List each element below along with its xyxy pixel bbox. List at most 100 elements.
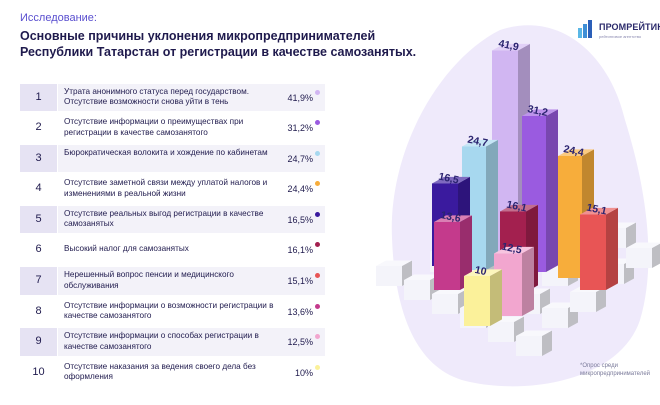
logo-name: ПРОМРЕЙТИНГ bbox=[599, 22, 660, 32]
table-row: 2 Отсутствие информации о преимуществах п… bbox=[20, 113, 325, 144]
floor-cube-face bbox=[626, 222, 636, 248]
color-dot bbox=[315, 89, 320, 95]
row-cell: Отсутствие реальных выгод регистрации в … bbox=[58, 205, 325, 234]
color-dot bbox=[315, 334, 320, 340]
color-dot bbox=[315, 303, 320, 309]
floor-cube-face bbox=[376, 266, 402, 286]
reason-label: Отсутствие наказания за ведения своего д… bbox=[64, 361, 256, 382]
reason-percent: 41,9% bbox=[287, 92, 313, 103]
bar-value-label: 15,1 bbox=[585, 202, 608, 218]
floor-cube-face bbox=[542, 330, 552, 356]
bar-value-label: 16,5 bbox=[437, 171, 460, 187]
bar-7-face bbox=[606, 207, 618, 290]
floor-cube-face bbox=[652, 243, 660, 268]
floor-cube-face bbox=[404, 280, 430, 300]
bar-2-face bbox=[522, 109, 558, 116]
floor-cube-face bbox=[432, 294, 458, 314]
color-dot bbox=[315, 242, 320, 248]
row-cell: Отсутствие заметной связи между уплатой … bbox=[58, 175, 325, 203]
bar-chart-3d: 41,9 31,2 24,4 24,7 16,5 15,1 16,1 13,6 12,5 10 bbox=[376, 25, 660, 387]
floor-cube-face bbox=[596, 286, 606, 312]
reason-percent: 13,6% bbox=[287, 306, 313, 317]
page-title: Основные причины уклонения микропредприн… bbox=[20, 29, 417, 59]
bar-5-face bbox=[432, 176, 470, 184]
reason-percent: 31,2% bbox=[287, 123, 313, 134]
bar-value-label: 41,9 bbox=[497, 38, 520, 54]
table-row: 7 Нерешенный вопрос пенсии и медицинского… bbox=[20, 266, 325, 297]
bar-8 bbox=[434, 215, 472, 290]
logo-icon bbox=[578, 20, 592, 38]
color-dot bbox=[315, 150, 320, 156]
row-cell: Бюрократическая волокита и хождение по к… bbox=[58, 144, 325, 173]
bar-4-face bbox=[558, 156, 582, 278]
bar-value-label: 31,2 bbox=[526, 103, 549, 119]
table-row: 1 Утрата анонимного статуса перед государ… bbox=[20, 82, 325, 113]
floor-cube bbox=[432, 288, 468, 314]
table-row: 3 Бюрократическая волокита и хождение по … bbox=[20, 143, 325, 174]
row-number: 10 bbox=[20, 358, 57, 387]
bar-value-label: 13,6 bbox=[439, 209, 462, 225]
reason-label: Нерешенный вопрос пенсии и медицинского … bbox=[64, 270, 234, 290]
row-number: 7 bbox=[20, 267, 57, 295]
floor-cube-face bbox=[488, 322, 514, 342]
bar-3-face bbox=[462, 139, 498, 147]
bar-value-label: 12,5 bbox=[500, 241, 523, 257]
reason-percent: 15,1% bbox=[287, 276, 313, 287]
bar-7 bbox=[580, 207, 618, 290]
bar-9-face bbox=[494, 246, 534, 254]
row-cell: Отсутствие информации о возможности реги… bbox=[58, 297, 325, 326]
bar-value-label: 10 bbox=[474, 264, 488, 278]
color-dot bbox=[315, 181, 320, 187]
bar-8-face bbox=[434, 215, 472, 222]
bar-6-face bbox=[500, 204, 538, 212]
color-dot bbox=[315, 273, 320, 279]
row-number: 3 bbox=[20, 144, 57, 173]
reason-percent: 12,5% bbox=[287, 337, 313, 348]
row-number: 9 bbox=[20, 328, 57, 356]
bar-2-face bbox=[546, 109, 558, 273]
reasons-table: 1 Утрата анонимного статуса перед государ… bbox=[20, 82, 325, 388]
floor-cube-face bbox=[626, 242, 660, 248]
floor-cube-face bbox=[516, 336, 542, 356]
bar-9-face bbox=[522, 246, 534, 316]
table-row: 6 Высокий налог для самозанятых 16,1% bbox=[20, 235, 325, 266]
bar-value-label: 24,7 bbox=[466, 134, 489, 150]
floor-cube-face bbox=[570, 292, 596, 312]
floor-cube bbox=[626, 242, 660, 268]
bar-10-face bbox=[490, 269, 502, 326]
bar-1-face bbox=[492, 43, 530, 51]
table-row: 5 Отсутствие реальных выгод регистрации в… bbox=[20, 204, 325, 235]
row-cell: Нерешенный вопрос пенсии и медицинского … bbox=[58, 267, 325, 295]
table-row: 10 Отсутствие наказания за ведения своего… bbox=[20, 357, 325, 388]
floor-cube-face bbox=[516, 330, 552, 336]
floor-cube bbox=[570, 286, 606, 312]
table-row: 9 Отсутствие информации о способах регист… bbox=[20, 327, 325, 358]
bar-3-face bbox=[486, 139, 498, 270]
bar-10-face bbox=[464, 276, 490, 326]
reason-label: Утрата анонимного статуса перед государс… bbox=[64, 86, 250, 107]
table-row: 4 Отсутствие заметной связи между уплатой… bbox=[20, 174, 325, 205]
bar-9 bbox=[494, 246, 534, 316]
bar-7-face bbox=[580, 214, 606, 290]
reason-label: Бюрократическая волокита и хождение по к… bbox=[64, 147, 268, 157]
row-number: 1 bbox=[20, 83, 57, 112]
color-dot bbox=[315, 120, 320, 126]
survey-footnote: *Опрос среди микропредпринимателей bbox=[580, 363, 651, 377]
bar-4-face bbox=[558, 149, 594, 156]
row-number: 4 bbox=[20, 175, 57, 203]
reason-percent: 10% bbox=[294, 367, 313, 378]
reason-label: Отсутствие заметной связи между уплатой … bbox=[64, 178, 268, 198]
row-number: 8 bbox=[20, 297, 57, 326]
bar-8-face bbox=[434, 222, 460, 290]
bar-8-face bbox=[460, 215, 472, 290]
logo-subtitle: рейтинговое агентство bbox=[599, 34, 642, 39]
row-cell: Высокий налог для самозанятых 16,1% bbox=[58, 236, 325, 265]
color-dot bbox=[315, 364, 320, 370]
table-row: 8 Отсутствие информации о возможности рег… bbox=[20, 296, 325, 327]
row-cell: Отсутствие информации о преимуществах пр… bbox=[58, 114, 325, 142]
floor-cube-face bbox=[542, 308, 568, 328]
bar-7-face bbox=[580, 207, 618, 215]
floor-cube bbox=[516, 330, 552, 356]
row-cell: Отсутствие информации о способах регистр… bbox=[58, 328, 325, 356]
floor-cube-face bbox=[376, 260, 412, 266]
